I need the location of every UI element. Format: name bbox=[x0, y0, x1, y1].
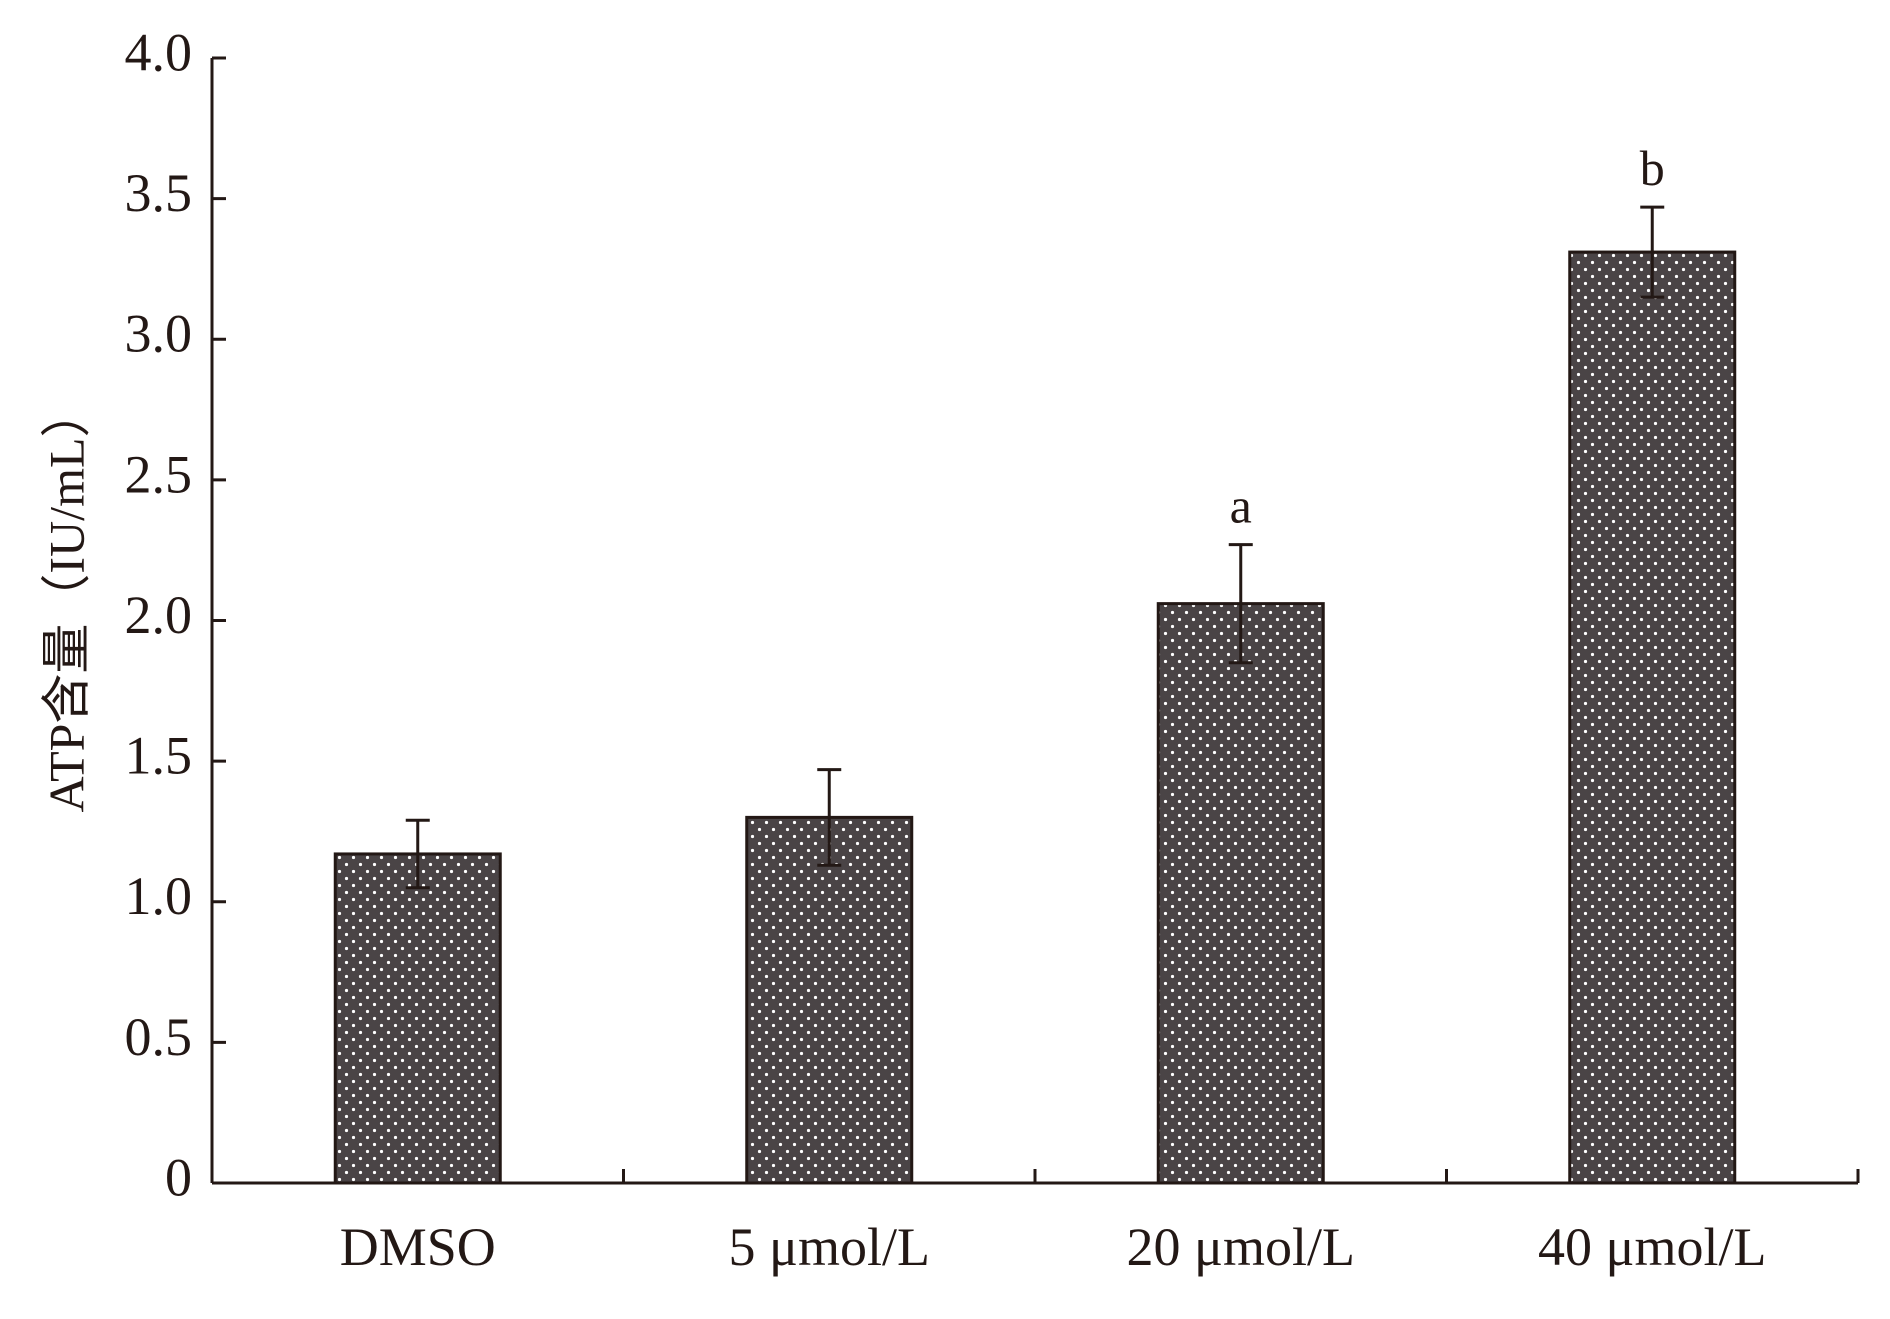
bar bbox=[1568, 250, 1737, 1185]
y-tick-label: 2.5 bbox=[125, 444, 193, 504]
y-tick-label: 3.5 bbox=[125, 163, 193, 223]
bar bbox=[1156, 602, 1325, 1185]
y-tick-label: 0.5 bbox=[125, 1007, 193, 1067]
bars bbox=[333, 205, 1737, 1185]
y-tick-label: 0 bbox=[165, 1147, 192, 1207]
x-category-label: 40 μmol/L bbox=[1538, 1217, 1766, 1277]
x-category-label: 20 μmol/L bbox=[1127, 1217, 1355, 1277]
x-category-label: DMSO bbox=[340, 1217, 496, 1277]
labels: 0 0.5 1.0 1.5 2.0 2.5 3.0 3.5 4.0 DMSO 5 μmol/L 20 … bbox=[125, 22, 1767, 1277]
y-tick-label: 4.0 bbox=[125, 22, 193, 82]
y-axis-label: ATP含量（IU/mL） bbox=[38, 388, 94, 813]
y-tick-label: 1.5 bbox=[125, 726, 193, 786]
bar bbox=[333, 852, 502, 1185]
bar bbox=[745, 815, 914, 1185]
y-tick-label: 1.0 bbox=[125, 866, 193, 926]
significance-label: b bbox=[1640, 140, 1665, 196]
y-tick-label: 2.0 bbox=[125, 585, 193, 645]
significance-label: a bbox=[1230, 478, 1252, 534]
x-category-label: 5 μmol/L bbox=[729, 1217, 930, 1277]
y-tick-label: 3.0 bbox=[125, 304, 193, 364]
